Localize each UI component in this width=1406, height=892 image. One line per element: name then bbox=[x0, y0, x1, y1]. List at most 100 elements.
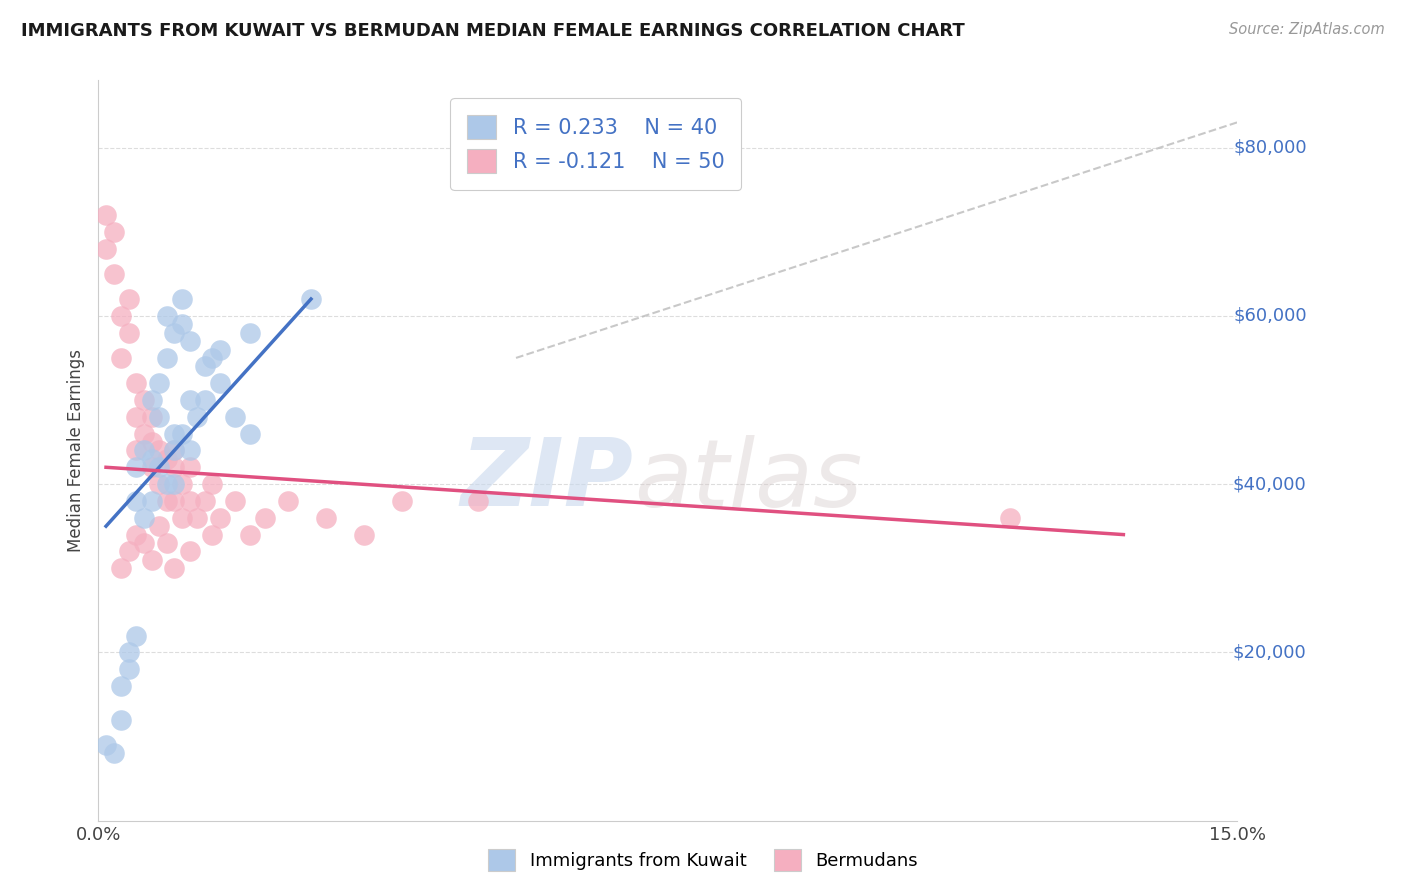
Point bbox=[148, 376, 170, 391]
Point bbox=[224, 409, 246, 424]
Point bbox=[156, 494, 179, 508]
Point bbox=[179, 544, 201, 558]
Legend: R = 0.233    N = 40, R = -0.121    N = 50: R = 0.233 N = 40, R = -0.121 N = 50 bbox=[450, 98, 741, 190]
Point bbox=[125, 443, 148, 458]
Point bbox=[94, 242, 117, 256]
Point bbox=[391, 494, 413, 508]
Point bbox=[141, 409, 163, 424]
Text: IMMIGRANTS FROM KUWAIT VS BERMUDAN MEDIAN FEMALE EARNINGS CORRELATION CHART: IMMIGRANTS FROM KUWAIT VS BERMUDAN MEDIA… bbox=[21, 22, 965, 40]
Point bbox=[94, 208, 117, 222]
Point bbox=[148, 460, 170, 475]
Text: $60,000: $60,000 bbox=[1233, 307, 1306, 325]
Point bbox=[179, 334, 201, 348]
Point bbox=[118, 645, 141, 659]
Point bbox=[239, 326, 262, 340]
Point bbox=[315, 510, 337, 524]
Point bbox=[179, 494, 201, 508]
Point bbox=[118, 662, 141, 676]
Point bbox=[163, 426, 186, 441]
Point bbox=[156, 351, 179, 365]
Point bbox=[110, 713, 132, 727]
Point bbox=[163, 443, 186, 458]
Point bbox=[194, 359, 217, 374]
Point bbox=[110, 679, 132, 693]
Point bbox=[163, 494, 186, 508]
Point bbox=[156, 477, 179, 491]
Point bbox=[170, 292, 193, 306]
Point bbox=[118, 292, 141, 306]
Point bbox=[467, 494, 489, 508]
Point bbox=[201, 477, 224, 491]
Point bbox=[254, 510, 277, 524]
Y-axis label: Median Female Earnings: Median Female Earnings bbox=[66, 349, 84, 552]
Point bbox=[170, 510, 193, 524]
Point bbox=[110, 561, 132, 575]
Point bbox=[141, 435, 163, 450]
Point bbox=[125, 376, 148, 391]
Point bbox=[170, 426, 193, 441]
Text: Source: ZipAtlas.com: Source: ZipAtlas.com bbox=[1229, 22, 1385, 37]
Point bbox=[103, 267, 125, 281]
Point bbox=[132, 426, 155, 441]
Point bbox=[141, 494, 163, 508]
Point bbox=[299, 292, 322, 306]
Point bbox=[998, 510, 1021, 524]
Point bbox=[125, 527, 148, 541]
Point bbox=[125, 494, 148, 508]
Point bbox=[170, 318, 193, 332]
Point bbox=[94, 738, 117, 752]
Point bbox=[156, 536, 179, 550]
Legend: Immigrants from Kuwait, Bermudans: Immigrants from Kuwait, Bermudans bbox=[481, 842, 925, 879]
Point bbox=[141, 460, 163, 475]
Point bbox=[179, 392, 201, 407]
Point bbox=[163, 460, 186, 475]
Point bbox=[118, 326, 141, 340]
Point bbox=[156, 451, 179, 466]
Text: $20,000: $20,000 bbox=[1233, 643, 1306, 661]
Text: ZIP: ZIP bbox=[461, 434, 634, 526]
Point bbox=[179, 460, 201, 475]
Point bbox=[141, 392, 163, 407]
Point bbox=[125, 460, 148, 475]
Point bbox=[239, 426, 262, 441]
Point bbox=[163, 477, 186, 491]
Point bbox=[186, 510, 208, 524]
Text: $80,000: $80,000 bbox=[1233, 138, 1306, 157]
Point bbox=[277, 494, 299, 508]
Point bbox=[156, 309, 179, 323]
Text: atlas: atlas bbox=[634, 434, 862, 525]
Point bbox=[132, 443, 155, 458]
Point bbox=[103, 225, 125, 239]
Point bbox=[110, 351, 132, 365]
Point bbox=[132, 392, 155, 407]
Point bbox=[148, 409, 170, 424]
Point bbox=[148, 477, 170, 491]
Point bbox=[179, 443, 201, 458]
Point bbox=[208, 376, 231, 391]
Point bbox=[132, 510, 155, 524]
Point bbox=[118, 544, 141, 558]
Point bbox=[141, 553, 163, 567]
Point bbox=[125, 628, 148, 642]
Point bbox=[163, 326, 186, 340]
Point bbox=[163, 561, 186, 575]
Point bbox=[141, 451, 163, 466]
Point bbox=[224, 494, 246, 508]
Text: $40,000: $40,000 bbox=[1233, 475, 1306, 493]
Point bbox=[125, 409, 148, 424]
Point bbox=[353, 527, 375, 541]
Point bbox=[208, 510, 231, 524]
Point bbox=[208, 343, 231, 357]
Point bbox=[170, 477, 193, 491]
Point bbox=[186, 409, 208, 424]
Point bbox=[201, 351, 224, 365]
Point bbox=[148, 443, 170, 458]
Point bbox=[103, 747, 125, 761]
Point bbox=[194, 392, 217, 407]
Point bbox=[110, 309, 132, 323]
Point bbox=[148, 519, 170, 533]
Point bbox=[239, 527, 262, 541]
Point bbox=[132, 536, 155, 550]
Point bbox=[163, 443, 186, 458]
Point bbox=[201, 527, 224, 541]
